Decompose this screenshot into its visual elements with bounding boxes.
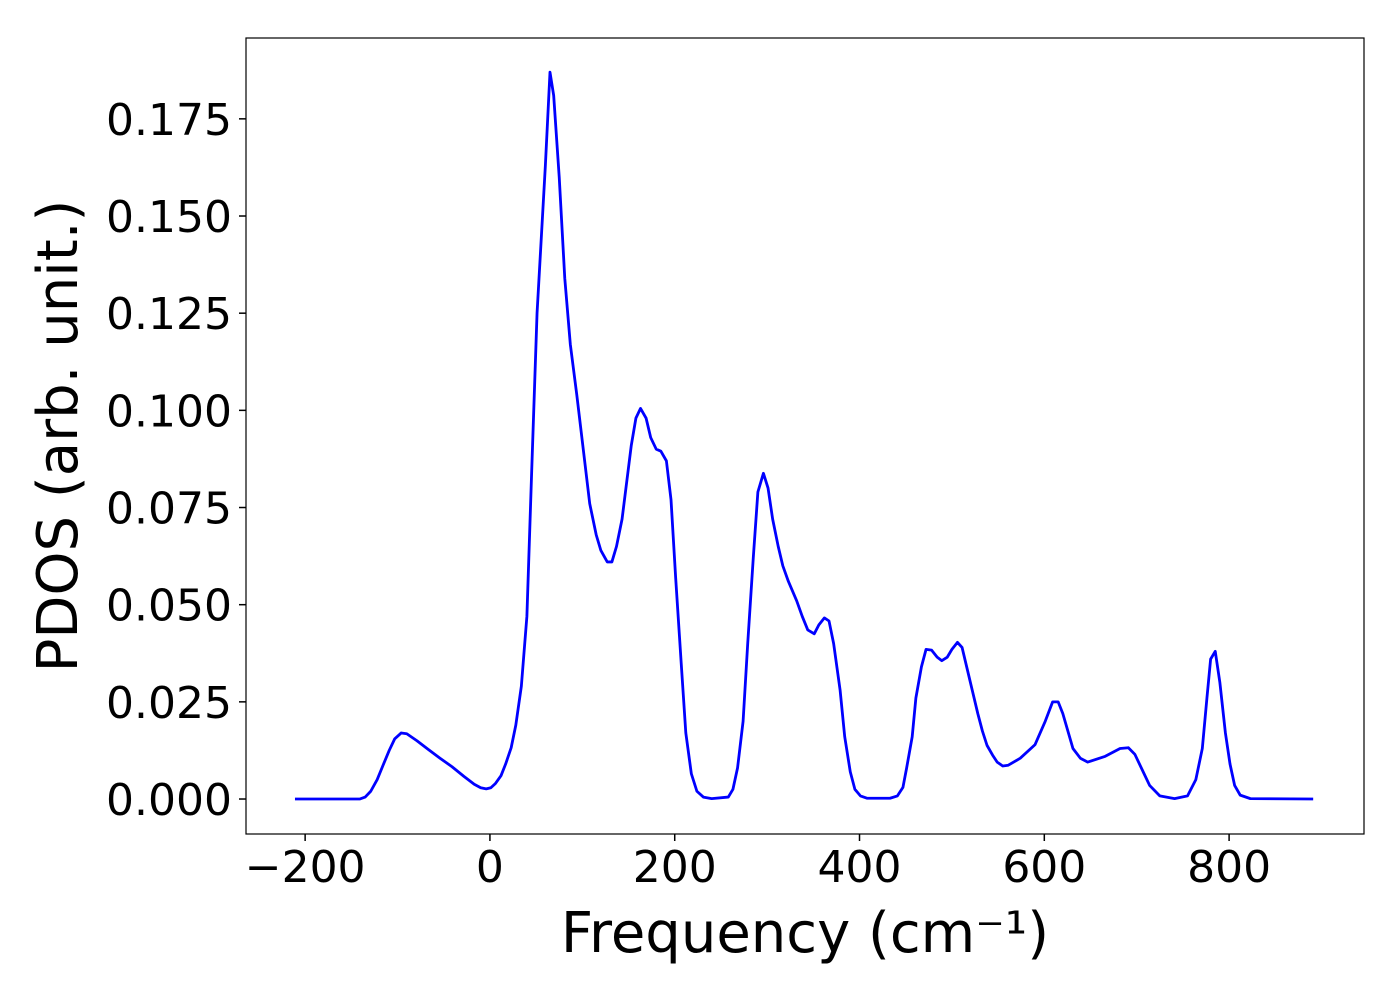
data-line <box>294 70 1314 801</box>
plot-frame <box>245 37 1365 835</box>
y-tick-label: 0.150 <box>106 192 232 243</box>
x-tick-label: 400 <box>818 842 902 893</box>
x-tick-label: −200 <box>245 842 366 893</box>
y-tick-label: 0.100 <box>106 386 232 437</box>
x-tick-label: 800 <box>1187 842 1271 893</box>
y-tick-label: 0.175 <box>106 95 232 146</box>
y-tick-label: 0.075 <box>106 484 232 535</box>
y-tick-label: 0.025 <box>106 678 232 729</box>
x-tick-label: 200 <box>633 842 717 893</box>
x-axis-label: Frequency (cm⁻¹) <box>561 901 1049 966</box>
x-tick-label: 0 <box>476 842 504 893</box>
y-tick-label: 0.000 <box>106 775 232 826</box>
y-tick-label: 0.125 <box>106 289 232 340</box>
x-tick-label: 600 <box>1002 842 1086 893</box>
y-axis-label: PDOS (arb. unit.) <box>26 200 91 673</box>
y-tick-label: 0.050 <box>106 581 232 632</box>
